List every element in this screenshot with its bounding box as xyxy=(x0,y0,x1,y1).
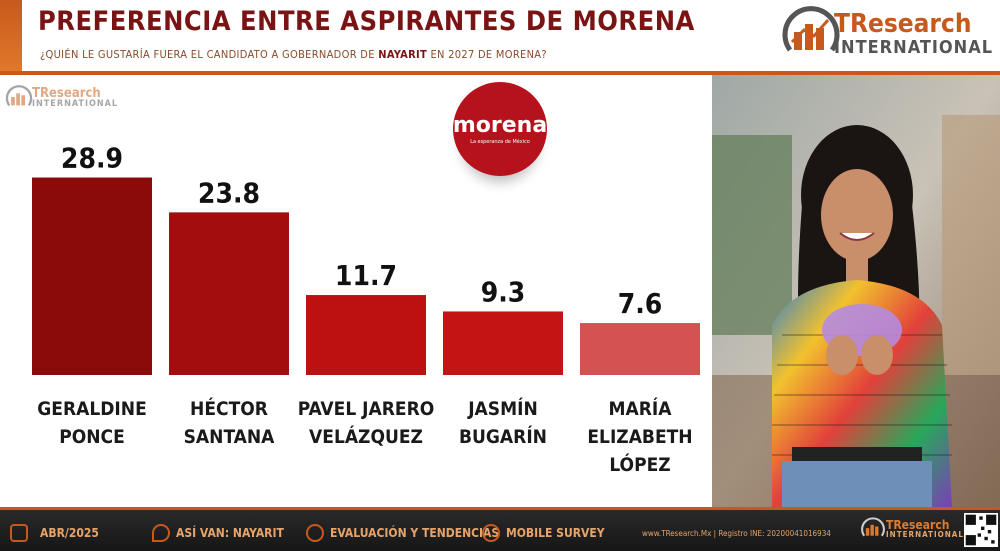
brand-logo-watermark: TResearch INTERNATIONAL xyxy=(4,85,118,111)
footer-brand-subname: INTERNATIONAL xyxy=(886,530,964,539)
map-pin-icon xyxy=(152,524,170,542)
value-label-geraldine-ponce: 28.9 xyxy=(61,142,123,175)
header-accent-bar xyxy=(0,0,22,74)
footer-survey-text: MOBILE SURVEY xyxy=(506,526,605,540)
candidate-photo xyxy=(712,75,1000,507)
page-subtitle: ¿QUIÉN LE GUSTARÍA FUERA EL CANDIDATO A … xyxy=(40,48,547,61)
brand-name: TResearch xyxy=(834,9,972,39)
footer-evaluation: EVALUACIÓN Y TENDENCIAS xyxy=(306,524,499,542)
category-label-jasmin-bugarin-line-2: BUGARÍN xyxy=(459,425,547,448)
category-label-hector-santana-line-1: HÉCTOR xyxy=(190,397,268,420)
footer-logo-icon xyxy=(861,517,885,537)
brand-logo-icon xyxy=(782,6,840,52)
footer-date-text: ABR/2025 xyxy=(40,526,99,540)
footer-date: ABR/2025 xyxy=(10,524,99,542)
subtitle-part-1: ¿QUIÉN LE GUSTARÍA FUERA EL CANDIDATO A … xyxy=(40,48,379,61)
category-label-geraldine-ponce-line-2: PONCE xyxy=(59,426,125,448)
bar-hector-santana xyxy=(169,212,289,375)
footer-region-text: ASÍ VAN: NAYARIT xyxy=(176,526,284,540)
qr-code xyxy=(964,513,998,547)
category-label-jasmin-bugarin-line-1: JASMÍN xyxy=(467,397,538,420)
brand-subname: INTERNATIONAL xyxy=(834,37,994,58)
party-tagline: La esperanza de México xyxy=(470,139,530,145)
brand-logo-footer: TResearch INTERNATIONAL xyxy=(860,517,964,541)
candidate-photo-illustration xyxy=(712,75,1000,507)
bar-jasmin-bugarin xyxy=(443,311,563,375)
subtitle-part-2: EN 2027 DE MORENA? xyxy=(427,48,547,61)
watermark-brand-name: TResearch xyxy=(32,86,101,101)
bar-pavel-jarero-velazquez xyxy=(306,295,426,375)
brand-logo-header: TResearch INTERNATIONAL xyxy=(780,6,993,62)
subtitle-state: NAYARIT xyxy=(378,48,428,61)
morena-party-logo: morena La esperanza de México xyxy=(453,82,547,176)
party-name: morena xyxy=(452,113,548,138)
chart-panel: TResearch INTERNATIONAL 28.9 GERALDINE PON… xyxy=(0,75,712,507)
bar-geraldine-ponce xyxy=(32,177,152,375)
footer-brand-name: TResearch xyxy=(886,518,950,532)
category-label-maria-elizabeth-lopez-line-2: ELIZABETH xyxy=(587,426,692,448)
value-label-jasmin-bugarin: 9.3 xyxy=(481,275,526,308)
footer-region: ASÍ VAN: NAYARIT xyxy=(152,524,284,542)
category-label-geraldine-ponce-line-1: GERALDINE xyxy=(37,398,147,420)
footer-survey: MOBILE SURVEY xyxy=(482,524,605,542)
header: PREFERENCIA ENTRE ASPIRANTES DE MORENA ¿… xyxy=(0,0,1000,75)
watermark-logo-icon xyxy=(5,85,33,107)
value-label-hector-santana: 23.8 xyxy=(198,176,260,209)
category-label-pavel-jarero-velazquez-line-2: VELÁZQUEZ xyxy=(309,425,423,448)
footer-evaluation-text: EVALUACIÓN Y TENDENCIAS xyxy=(330,526,500,540)
watermark-brand-subname: INTERNATIONAL xyxy=(32,99,119,109)
footer-website: www.TResearch.Mx | Registro INE: 2020004… xyxy=(642,529,831,538)
footer: ABR/2025 ASÍ VAN: NAYARIT EVALUACIÓN Y T… xyxy=(0,507,1000,551)
category-label-maria-elizabeth-lopez-line-3: LÓPEZ xyxy=(609,452,670,476)
bar-maria-elizabeth-lopez xyxy=(580,323,700,375)
category-label-maria-elizabeth-lopez-line-1: MARÍA xyxy=(609,397,673,420)
value-label-pavel-jarero-velazquez: 11.7 xyxy=(335,259,397,292)
chart-icon xyxy=(306,524,324,542)
calendar-icon xyxy=(10,524,28,542)
value-label-maria-elizabeth-lopez: 7.6 xyxy=(618,287,663,320)
mobile-survey-icon xyxy=(482,524,500,542)
bar-chart: 28.9 GERALDINE PONCE 23.8 HÉCTOR SANTANA 11.7 P… xyxy=(32,142,700,476)
header-rule xyxy=(0,71,1000,75)
category-label-hector-santana-line-2: SANTANA xyxy=(184,426,276,448)
page-title: PREFERENCIA ENTRE ASPIRANTES DE MORENA xyxy=(38,6,695,37)
category-label-pavel-jarero-velazquez-line-1: PAVEL JARERO xyxy=(298,398,435,420)
